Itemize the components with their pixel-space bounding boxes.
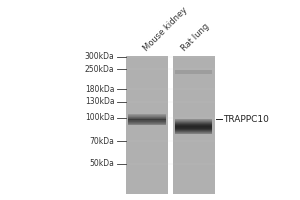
Bar [175,125,212,126]
Text: 250kDa: 250kDa [85,64,115,73]
Bar [128,120,166,121]
Bar [175,129,212,130]
Text: Mouse kidney: Mouse kidney [142,5,190,53]
Text: TRAPPC10: TRAPPC10 [223,114,269,123]
Bar [175,130,212,131]
Text: 300kDa: 300kDa [85,52,115,61]
Bar [175,121,212,122]
Text: 70kDa: 70kDa [90,136,115,146]
Bar [128,122,166,123]
Bar [126,56,168,194]
Text: Rat lung: Rat lung [180,22,211,53]
Bar [128,121,166,122]
Bar [128,123,166,124]
Bar [128,116,166,117]
Bar [175,123,212,124]
Text: 180kDa: 180kDa [85,85,115,94]
Bar [175,119,212,120]
Bar [175,120,212,121]
Bar [175,133,212,134]
Bar [175,126,212,127]
Text: 130kDa: 130kDa [85,98,115,106]
Bar [128,115,166,116]
Bar [128,114,166,115]
Text: 100kDa: 100kDa [85,114,115,122]
Bar [168,56,172,194]
Bar [175,124,212,125]
Bar [175,132,212,133]
Bar [128,118,166,119]
Bar [175,127,212,128]
Bar [175,122,212,123]
Bar [172,56,214,194]
Bar [128,124,166,125]
Bar [175,131,212,132]
Bar [128,119,166,120]
Bar [175,128,212,129]
Bar [175,70,212,74]
Text: 50kDa: 50kDa [90,160,115,168]
Bar [128,117,166,118]
